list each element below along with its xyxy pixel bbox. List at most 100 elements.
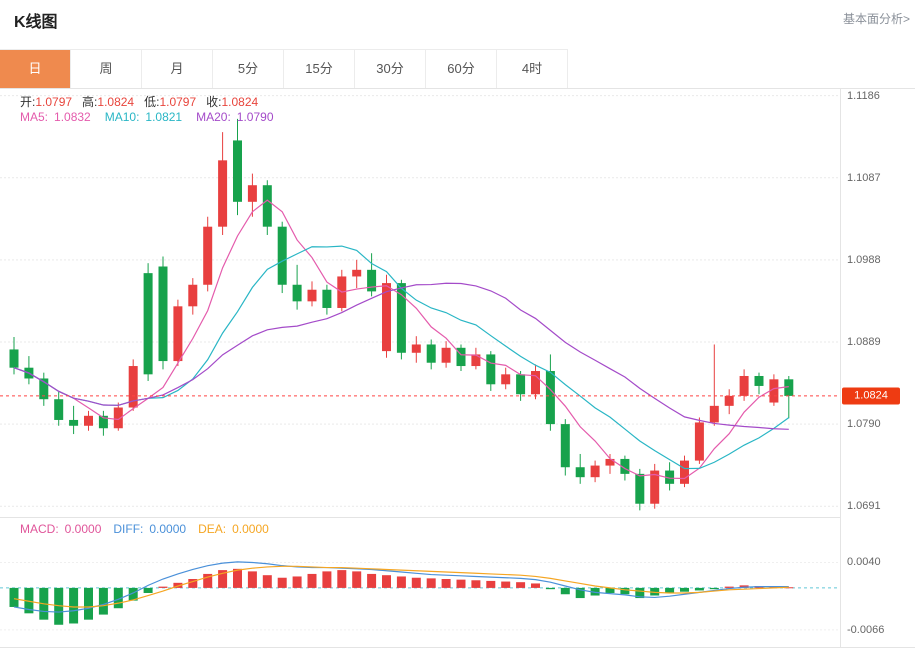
candle[interactable] <box>441 341 451 368</box>
macd-bar <box>233 568 242 588</box>
candle[interactable] <box>694 417 704 464</box>
candle[interactable] <box>128 359 138 411</box>
candle[interactable] <box>24 356 34 385</box>
candle-body <box>158 266 168 362</box>
candle[interactable] <box>769 374 779 406</box>
macd-bar <box>367 573 377 588</box>
candle[interactable] <box>39 372 49 406</box>
candle[interactable] <box>54 390 64 426</box>
macd-bar <box>531 583 540 588</box>
candle[interactable] <box>352 259 362 289</box>
tab-week[interactable]: 周 <box>71 50 142 88</box>
candle[interactable] <box>188 278 198 315</box>
candle-body <box>39 378 49 400</box>
candle[interactable] <box>471 347 481 370</box>
candle-body <box>396 283 406 353</box>
candle[interactable] <box>784 375 794 419</box>
candle-body <box>203 226 213 285</box>
candle[interactable] <box>709 344 719 426</box>
candle-body <box>233 140 242 202</box>
candle-body <box>531 371 540 395</box>
candle[interactable] <box>456 344 466 372</box>
macd-bar <box>24 587 34 614</box>
tab-30min[interactable]: 30分 <box>355 50 426 88</box>
candle[interactable] <box>292 264 302 310</box>
tab-15min[interactable]: 15分 <box>284 50 355 88</box>
candle[interactable] <box>113 402 123 431</box>
macd-bar <box>501 581 511 588</box>
candle-body <box>128 366 138 408</box>
macd-bar <box>694 587 704 591</box>
macd-bar <box>665 587 675 593</box>
candle-body <box>784 379 794 396</box>
macd-bar <box>247 571 257 588</box>
diff-value: 0.0000 <box>149 522 187 536</box>
candle[interactable] <box>262 180 272 235</box>
candle[interactable] <box>98 410 108 436</box>
candle[interactable] <box>396 279 406 360</box>
macd-bar <box>635 587 645 599</box>
candle[interactable] <box>218 132 228 235</box>
candle-body <box>471 354 481 367</box>
candle[interactable] <box>247 173 257 217</box>
candle[interactable] <box>367 253 377 297</box>
tab-60min[interactable]: 60分 <box>426 50 497 88</box>
candle[interactable] <box>560 419 570 476</box>
candle[interactable] <box>173 299 183 367</box>
candle[interactable] <box>69 405 79 435</box>
candle-body <box>665 470 675 484</box>
candle[interactable] <box>277 221 287 294</box>
candle[interactable] <box>307 281 317 307</box>
macd-bar <box>143 587 153 593</box>
candle[interactable] <box>426 339 436 370</box>
candles-layer <box>9 118 794 511</box>
candle[interactable] <box>590 460 600 483</box>
candle[interactable] <box>724 389 734 415</box>
macd-bar <box>560 587 570 595</box>
candle[interactable] <box>84 410 93 431</box>
candle[interactable] <box>605 453 615 474</box>
candle[interactable] <box>665 462 675 491</box>
candle[interactable] <box>575 453 585 484</box>
kline-chart-canvas[interactable] <box>0 89 840 647</box>
candle[interactable] <box>545 354 555 431</box>
candle[interactable] <box>203 216 213 292</box>
tab-day[interactable]: 日 <box>0 50 71 88</box>
tab-month[interactable]: 月 <box>142 50 213 88</box>
diff-line <box>13 561 789 613</box>
candle-body <box>98 415 108 429</box>
candle[interactable] <box>754 372 764 395</box>
macd-bar <box>769 586 779 588</box>
candle-body <box>650 470 660 504</box>
fundamental-analysis-link[interactable]: 基本面分析> <box>842 12 910 26</box>
candle[interactable] <box>233 118 242 216</box>
close-label: 收: <box>206 95 222 109</box>
tab-5min[interactable]: 5分 <box>213 50 284 88</box>
candle[interactable] <box>411 336 421 363</box>
candle[interactable] <box>650 463 660 509</box>
candle[interactable] <box>486 351 496 391</box>
candle-body <box>501 374 511 385</box>
candle-body <box>9 349 19 368</box>
candle[interactable] <box>680 455 689 488</box>
y-axis-label: -0.0066 <box>847 623 885 636</box>
candle-body <box>307 289 317 302</box>
macd-bar <box>84 587 93 620</box>
ohlc-info: 开:1.0797 高:1.0824 低:1.0797 收:1.0824 <box>20 93 268 110</box>
candle-body <box>620 458 630 474</box>
macd-bar <box>69 587 79 624</box>
tab-4hour[interactable]: 4时 <box>497 50 568 88</box>
candle[interactable] <box>143 263 153 381</box>
candle[interactable] <box>501 367 511 390</box>
candle[interactable] <box>322 284 332 315</box>
candle-body <box>709 405 719 423</box>
candle-body <box>545 371 555 425</box>
candle[interactable] <box>516 371 526 401</box>
candle-body <box>769 379 779 403</box>
macd-bar <box>396 576 406 588</box>
candle[interactable] <box>531 364 540 400</box>
candle[interactable] <box>382 274 391 358</box>
ma20-value: 1.0790 <box>236 110 274 124</box>
candle[interactable] <box>158 256 168 370</box>
chart-region: 开:1.0797 高:1.0824 低:1.0797 收:1.0824 MA5: 1.0… <box>0 88 915 648</box>
